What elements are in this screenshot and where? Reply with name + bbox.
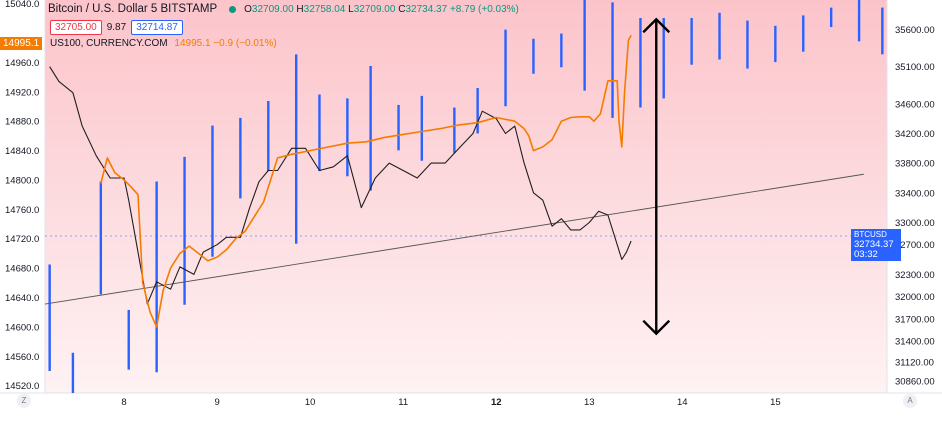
spread-value: 9.87 (106, 22, 127, 33)
overlay-symbol: US100, CURRENCY.COM (50, 38, 168, 49)
right-axis-tick-label: 35100.00 (895, 62, 935, 73)
zoom-reset-button[interactable]: Z (17, 394, 31, 408)
low-label: L (348, 3, 354, 15)
time-axis-panel (0, 393, 942, 423)
badge-symbol: BTCUSD (854, 230, 887, 239)
market-open-indicator (229, 5, 237, 13)
x-axis-tick-label: 9 (214, 397, 219, 408)
symbol-header: Bitcoin / U.S. Dollar 5 BITSTAMP O32709.… (48, 3, 519, 15)
right-axis-tick-label: 32300.00 (895, 270, 935, 281)
right-axis-tick-label: 31700.00 (895, 314, 935, 325)
open-label: O (244, 3, 252, 15)
right-axis-tick-label: 32700.00 (895, 240, 935, 251)
trend-line (44, 173, 864, 305)
right-axis-tick-label: 31400.00 (895, 337, 935, 348)
x-axis-tick-label: 12 (491, 397, 502, 408)
left-axis-tick-label: 14600.0 (5, 322, 39, 333)
left-axis-tick-label: 14760.0 (5, 205, 39, 216)
plot-background (45, 0, 887, 393)
right-axis-tick-label: 34200.00 (895, 129, 935, 140)
close-value: 32734.37 (405, 3, 448, 15)
left-axis-tick-label: 14720.0 (5, 234, 39, 245)
symbol-title[interactable]: Bitcoin / U.S. Dollar 5 BITSTAMP (48, 3, 218, 15)
low-value: 32709.00 (353, 3, 396, 15)
overlay-price-badge: 14995.1 (0, 37, 43, 50)
x-axis-tick-label: 15 (770, 397, 781, 408)
left-axis-tick-label: 14880.0 (5, 117, 39, 128)
right-axis-tick-label: 33400.00 (895, 188, 935, 199)
current-price-badge: BTCUSD 32734.37 03:32 (851, 229, 901, 261)
sell-button[interactable]: 32705.00 (50, 20, 102, 35)
close-label: C (398, 3, 406, 15)
left-axis-tick-label: 15040.0 (5, 0, 39, 10)
x-axis-tick-label: 14 (677, 397, 688, 408)
high-value: 32758.04 (303, 3, 346, 15)
left-axis-tick-label: 14680.0 (5, 264, 39, 275)
right-axis-tick-label: 33800.00 (895, 159, 935, 170)
series-lines (44, 17, 864, 336)
right-axis-tick-label: 34600.00 (895, 99, 935, 110)
ohlc-values: O32709.00 H32758.04 L32709.00 C32734.37 … (244, 4, 519, 15)
x-axis-tick-label: 13 (584, 397, 595, 408)
us100-line (100, 34, 632, 328)
axes: 15040.0 14960.0 14920.0 14880.0 14840.0 14800… (5, 0, 935, 408)
left-axis-tick-label: 14560.0 (5, 352, 39, 363)
measure-arrow-head-bottom (642, 319, 671, 336)
trade-buttons: 32705.00 9.87 32714.87 (50, 20, 183, 35)
left-axis-tick-label: 14520.0 (5, 381, 39, 392)
overlay-values: 14995.1 −0.9 (−0.01%) (174, 38, 277, 49)
x-axis-tick-label: 11 (398, 397, 408, 408)
high-label: H (296, 3, 304, 15)
volume-bars (48, 0, 884, 393)
buy-button[interactable]: 32714.87 (131, 20, 183, 35)
right-axis-tick-label: 30860.00 (895, 377, 935, 388)
measure-arrow-head-top (642, 17, 671, 34)
right-axis-tick-label: 35600.00 (895, 25, 935, 36)
left-axis-tick-label: 14960.0 (5, 58, 39, 69)
left-axis-tick-label: 14920.0 (5, 87, 39, 98)
right-axis-tick-label: 32000.00 (895, 292, 935, 303)
left-axis-tick-label: 14640.0 (5, 293, 39, 304)
auto-scale-button[interactable]: A (903, 394, 917, 408)
right-axis-panel (887, 0, 942, 393)
badge-price: 32734.37 (854, 239, 894, 250)
right-axis-tick-label: 33000.00 (895, 218, 935, 229)
left-axis-panel (0, 0, 45, 393)
overlay-legend[interactable]: US100, CURRENCY.COM 14995.1 −0.9 (−0.01%… (50, 38, 277, 49)
change-value: +8.79 (+0.03%) (449, 3, 519, 15)
badge-countdown: 03:32 (854, 249, 878, 260)
x-axis-tick-label: 10 (305, 397, 316, 408)
left-axis-tick-label: 14840.0 (5, 146, 39, 157)
left-axis-tick-label: 14800.0 (5, 175, 39, 186)
right-axis-tick-label: 31120.00 (895, 357, 934, 368)
x-axis-tick-label: 8 (121, 397, 126, 408)
open-value: 32709.00 (251, 3, 294, 15)
